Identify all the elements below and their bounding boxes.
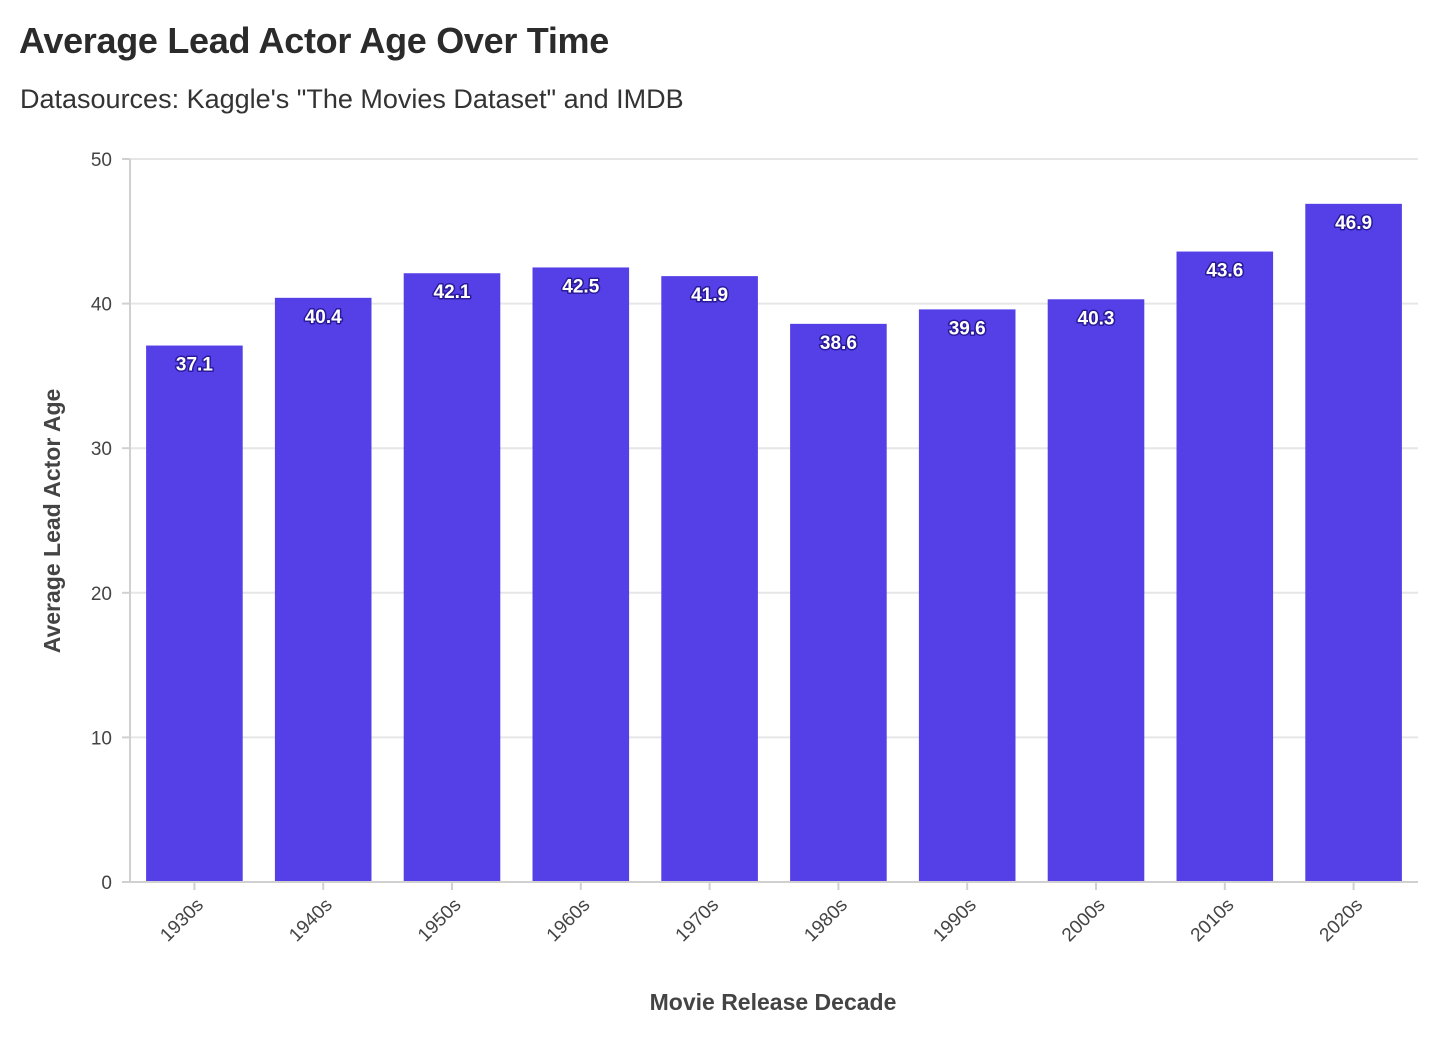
chart-title: Average Lead Actor Age Over Time xyxy=(19,20,609,61)
x-tick-label-1950s: 1950s xyxy=(414,895,465,946)
x-tick-label-2010s: 2010s xyxy=(1187,895,1238,946)
data-label-2020s: 46.9 xyxy=(1335,213,1372,234)
bar-2020s xyxy=(1305,203,1402,883)
x-tick-label-1970s: 1970s xyxy=(672,895,723,946)
bar-1960s xyxy=(532,267,630,882)
y-tick-label: 10 xyxy=(91,728,112,749)
bar-1980s xyxy=(790,323,887,882)
data-label-1970s: 41.9 xyxy=(691,285,728,306)
bar-1990s xyxy=(918,309,1016,882)
data-label-1940s: 40.4 xyxy=(305,307,342,328)
data-label-1980s: 38.6 xyxy=(820,333,857,354)
data-label-2010s: 43.6 xyxy=(1206,261,1243,282)
y-tick-label: 30 xyxy=(91,439,112,460)
x-tick-label-1940s: 1940s xyxy=(285,895,336,946)
x-tick-label-2020s: 2020s xyxy=(1316,895,1367,946)
x-tick-label-1930s: 1930s xyxy=(156,895,207,946)
x-tick-label-2000s: 2000s xyxy=(1058,895,1109,946)
x-tick-label-1990s: 1990s xyxy=(929,895,980,946)
bar-1950s xyxy=(403,273,501,882)
data-label-1930s: 37.1 xyxy=(176,355,213,376)
bar-1940s xyxy=(274,297,372,882)
data-label-1960s: 42.5 xyxy=(562,276,599,297)
x-tick-label-1960s: 1960s xyxy=(543,895,594,946)
y-tick-label: 50 xyxy=(91,150,112,171)
y-tick-label: 40 xyxy=(91,295,112,316)
bar-2010s xyxy=(1176,251,1274,882)
data-label-2000s: 40.3 xyxy=(1078,308,1115,329)
y-axis-title: Average Lead Actor Age xyxy=(39,389,65,654)
bar-2000s xyxy=(1047,299,1145,883)
x-tick-label-1980s: 1980s xyxy=(800,895,851,946)
data-label-1990s: 39.6 xyxy=(949,318,986,339)
chart-subtitle: Datasources: Kaggle's "The Movies Datase… xyxy=(20,84,684,114)
bar-1930s xyxy=(146,345,243,882)
y-tick-label: 20 xyxy=(91,584,112,605)
x-axis-title: Movie Release Decade xyxy=(650,989,897,1015)
y-tick-label: 0 xyxy=(101,873,112,894)
data-label-1950s: 42.1 xyxy=(434,282,471,303)
bar-1970s xyxy=(661,276,758,883)
data-labels: 37.1 40.4 42.1 42.5 41.9 38.6 39.6 40.3 43.6 46.9 xyxy=(174,211,1373,377)
bars xyxy=(146,203,1402,883)
